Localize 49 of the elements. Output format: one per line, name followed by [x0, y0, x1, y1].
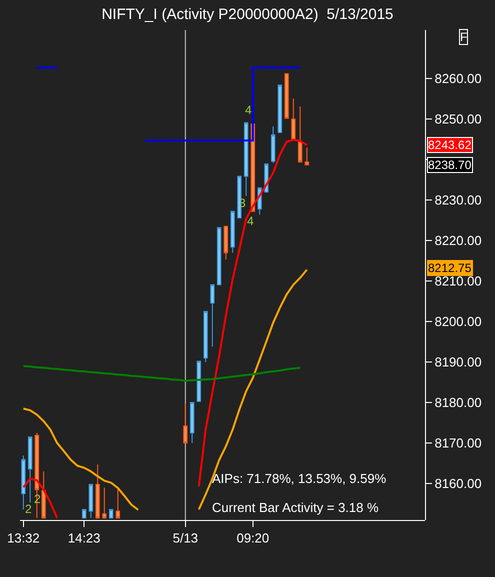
candlestick — [291, 98, 296, 140]
candlestick — [82, 508, 86, 518]
candlestick — [298, 106, 302, 163]
annotation: 2 — [25, 502, 32, 516]
annotation: 4 — [247, 214, 254, 228]
annotation: AIPs: 71.78%, 13.53%, 9.59% — [212, 471, 387, 486]
x-tick-label: 14:23 — [68, 530, 100, 546]
y-tick-label: 8220.00 — [434, 233, 482, 248]
candlestick — [21, 455, 26, 510]
candlestick — [244, 122, 248, 197]
y-tick-label: 8230.00 — [434, 192, 482, 208]
y-tick-label: 8250.00 — [434, 112, 482, 127]
candlestick — [196, 360, 202, 402]
text: 8243.62 — [428, 138, 472, 152]
annotation: 4 — [245, 103, 252, 117]
candlestick — [28, 436, 32, 504]
candlestick — [95, 464, 100, 518]
y-tick-label: 8160.00 — [434, 476, 482, 492]
candlestick — [88, 484, 94, 518]
candlestick — [183, 402, 188, 444]
candlestick — [116, 487, 120, 518]
candlestick — [203, 310, 208, 363]
candlestick — [190, 402, 194, 444]
candlestick — [41, 470, 46, 518]
x-tick-label: 09:20 — [236, 530, 270, 546]
text: F — [460, 30, 468, 44]
annotation: Current Bar Activity = 3.18 % — [212, 500, 379, 515]
y-tick-label: 8200.00 — [434, 314, 482, 330]
candlestick — [102, 487, 107, 518]
candlestick — [284, 73, 289, 119]
candlestick — [278, 84, 282, 133]
line-series — [22, 365, 302, 382]
candlestick — [304, 146, 310, 166]
x-tick-label: 13:32 — [7, 530, 40, 546]
x-tick-label: 5/13 — [172, 530, 198, 546]
text: 8212.75 — [428, 261, 472, 275]
candlestick — [230, 210, 235, 254]
chart-title: NIFTY_I (Activity P20000000A2) 5/13/2015 — [102, 6, 394, 24]
y-tick-label: 8170.00 — [434, 436, 482, 451]
y-tick-label: 8210.00 — [434, 274, 482, 289]
y-tick-label: 8190.00 — [434, 354, 482, 370]
candlestick — [108, 508, 114, 518]
candlestick — [224, 226, 228, 260]
y-tick-label: 8260.00 — [434, 71, 482, 86]
candlestick — [210, 284, 215, 348]
candlestick — [216, 227, 222, 286]
y-tick-label: 8180.00 — [434, 395, 482, 410]
candlestick — [270, 126, 276, 164]
text: 8238.70 — [428, 158, 472, 172]
